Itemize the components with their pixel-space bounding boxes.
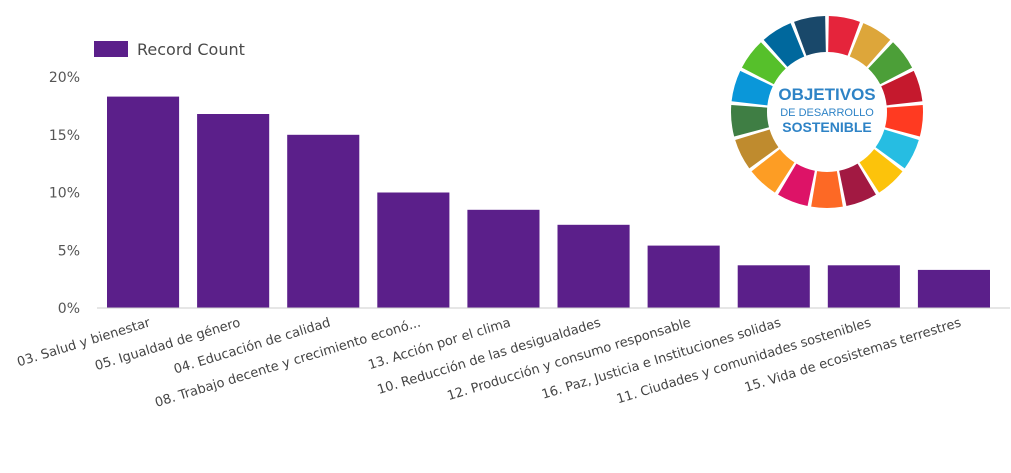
y-tick-label: 20%	[49, 70, 80, 86]
y-tick-label: 15%	[49, 128, 80, 144]
sdg-wheel-segment	[751, 149, 795, 193]
bar	[557, 224, 630, 308]
sdg-wheel-segment	[881, 70, 923, 106]
logo-line-2: DE DESARROLLO	[780, 107, 874, 119]
sdg-wheel-segment	[875, 129, 919, 169]
bar	[377, 192, 450, 308]
sdg-wheel	[731, 16, 923, 208]
bar	[197, 114, 270, 308]
bars	[107, 96, 990, 309]
y-tick-label: 0%	[58, 301, 80, 317]
logo-line-3: SOSTENIBLE	[782, 119, 871, 135]
sdg-wheel-segment	[859, 149, 903, 193]
sdg-wheel-segment	[778, 163, 815, 207]
sdg-wheel-segment	[741, 42, 786, 85]
sdg-wheel-segment	[828, 16, 860, 56]
sdg-wheel-segment	[794, 16, 826, 56]
bar	[467, 209, 540, 308]
y-tick-label: 5%	[58, 243, 80, 259]
bar	[917, 269, 990, 308]
bar	[737, 265, 810, 308]
x-tick-label: 05. Igualdad de género	[93, 315, 242, 374]
sdg-wheel-segment	[885, 104, 923, 137]
sdg-logo: OBJETIVOS DE DESARROLLO SOSTENIBLE	[731, 16, 923, 208]
sdg-wheel-segment	[839, 163, 876, 207]
bar	[827, 265, 900, 308]
sdg-wheel-segment	[849, 23, 891, 67]
y-tick-label: 10%	[49, 186, 80, 202]
legend-swatch	[94, 41, 128, 57]
sdg-wheel-segment	[811, 171, 843, 208]
sdg-wheel-segment	[731, 104, 769, 137]
y-axis: 0% 5% 10% 15% 20%	[49, 70, 80, 317]
sdg-wheel-segment	[731, 70, 773, 106]
bar	[107, 96, 180, 308]
logo-line-1: OBJETIVOS	[778, 85, 875, 104]
legend-label: Record Count	[137, 40, 245, 59]
bar	[647, 245, 720, 308]
sdg-wheel-segment	[868, 42, 913, 85]
bar	[287, 134, 360, 309]
legend: Record Count	[94, 40, 245, 59]
sdg-wheel-segment	[735, 129, 779, 169]
sdg-wheel-segment	[763, 23, 805, 67]
